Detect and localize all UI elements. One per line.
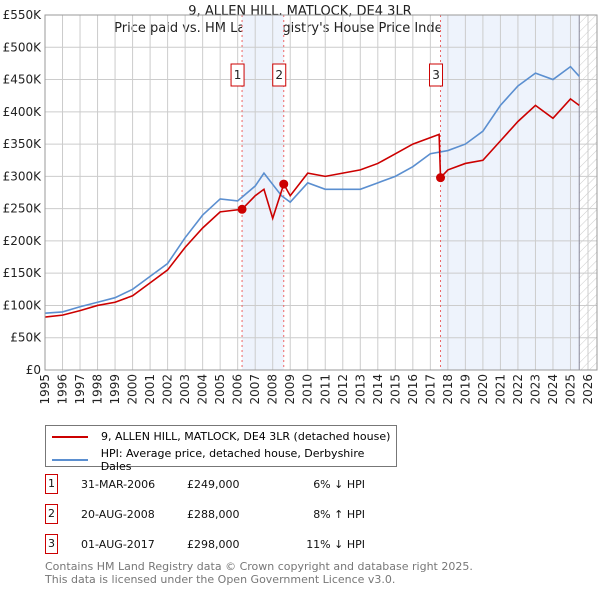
x-tick-label: 2016 [406,374,420,405]
sale-price: £298,000 [187,538,240,551]
sale-date: 20-AUG-2008 [81,508,155,521]
y-tick-label: £100K [3,298,43,312]
x-tick-label: 2005 [213,374,227,405]
sale-marker-label: 2 [45,504,58,524]
property-price-line [44,97,580,318]
footer-line: Contains HM Land Registry data © Crown c… [45,560,473,573]
x-tick-label: 2010 [301,374,315,405]
sale-marker-box [429,63,444,87]
sale-date: 01-AUG-2017 [81,538,155,551]
sale-marker-label: 1 [45,474,58,494]
sale-price: £288,000 [187,508,240,521]
legend-label-property: 9, ALLEN HILL, MATLOCK, DE4 3LR (detache… [101,430,391,443]
sale-hpi: 8% ↑ HPI [313,508,365,521]
y-tick-label: £250K [3,202,43,216]
x-tick-label: 1999 [108,374,122,405]
x-tick-label: 2023 [528,374,542,405]
hpi-line [44,65,580,314]
x-tick-label: 2011 [318,374,332,405]
sale-price: £249,000 [187,478,240,491]
footer-line: This data is licensed under the Open Gov… [45,573,396,586]
y-tick-label: £350K [3,137,43,151]
y-tick-label: £50K [10,331,42,345]
x-tick-label: 1998 [91,374,105,405]
x-tick-label: 2001 [143,374,157,405]
y-tick-label: £400K [3,105,43,119]
sale-marker-label: 3 [432,68,440,82]
legend-label-hpi: HPI: Average price, detached house, Derb… [100,447,365,473]
y-tick-label: £450K [3,73,43,87]
x-tick-label: 2013 [353,374,367,405]
x-tick-label: 2022 [511,374,525,405]
shaded-period [440,15,580,370]
sale-marker-label: 2 [275,68,283,82]
legend-swatch-property [52,435,88,438]
sale-point [237,204,247,214]
x-tick-label: 1997 [73,374,87,405]
footer: Contains HM Land Registry data © Crown c… [45,560,473,586]
x-tick-label: 2026 [581,374,595,405]
x-tick-label: 2000 [126,374,140,405]
y-tick-label: £550K [3,8,43,22]
x-tick-label: 2006 [231,374,245,405]
x-tick-label: 2021 [493,374,507,405]
x-tick-label: 2025 [563,374,577,405]
x-tick-label: 2008 [266,374,280,405]
x-tick-label: 2012 [336,374,350,405]
x-tick-label: 2018 [441,374,455,405]
plot-frame [44,14,598,371]
legend-swatch-hpi [52,459,88,461]
x-tick-label: 2024 [546,374,560,405]
sale-marker-label: 3 [45,534,58,554]
x-tick-label: 1996 [56,374,70,405]
x-tick-label: 2017 [423,374,437,405]
x-tick-label: 2002 [161,374,175,405]
y-tick-label: £500K [3,40,43,54]
x-tick-label: 2007 [248,374,262,405]
sale-date: 31-MAR-2006 [81,478,156,491]
x-tick-label: 1995 [38,374,52,405]
y-tick-label: £0 [26,363,41,377]
sale-marker-box [230,63,245,87]
sale-hpi: 6% ↓ HPI [313,478,365,491]
sale-marker-label: 1 [234,68,242,82]
y-tick-label: £150K [3,266,43,280]
x-tick-label: 2004 [196,374,210,405]
x-tick-label: 2003 [178,374,192,405]
price-chart: 1995 1996 1997 1998 1999 2000 2001 2002 2003 2004… [3,8,598,405]
sale-point [436,173,446,183]
x-tick-label: 2019 [458,374,472,405]
x-tick-label: 2015 [388,374,402,405]
x-tick-label: 2009 [283,374,297,405]
x-tick-label: 2014 [371,374,385,405]
sale-hpi: 11% ↓ HPI [306,538,365,551]
legend: 9, ALLEN HILL, MATLOCK, DE4 3LR (detache… [45,425,397,473]
y-tick-label: £300K [3,169,43,183]
sale-marker-box [272,63,287,87]
chart-subtitle: Price paid vs. HM Land Registry's House … [114,21,486,36]
y-tick-label: £200K [3,234,43,248]
x-tick-label: 2020 [476,374,490,405]
sale-point [279,179,289,189]
